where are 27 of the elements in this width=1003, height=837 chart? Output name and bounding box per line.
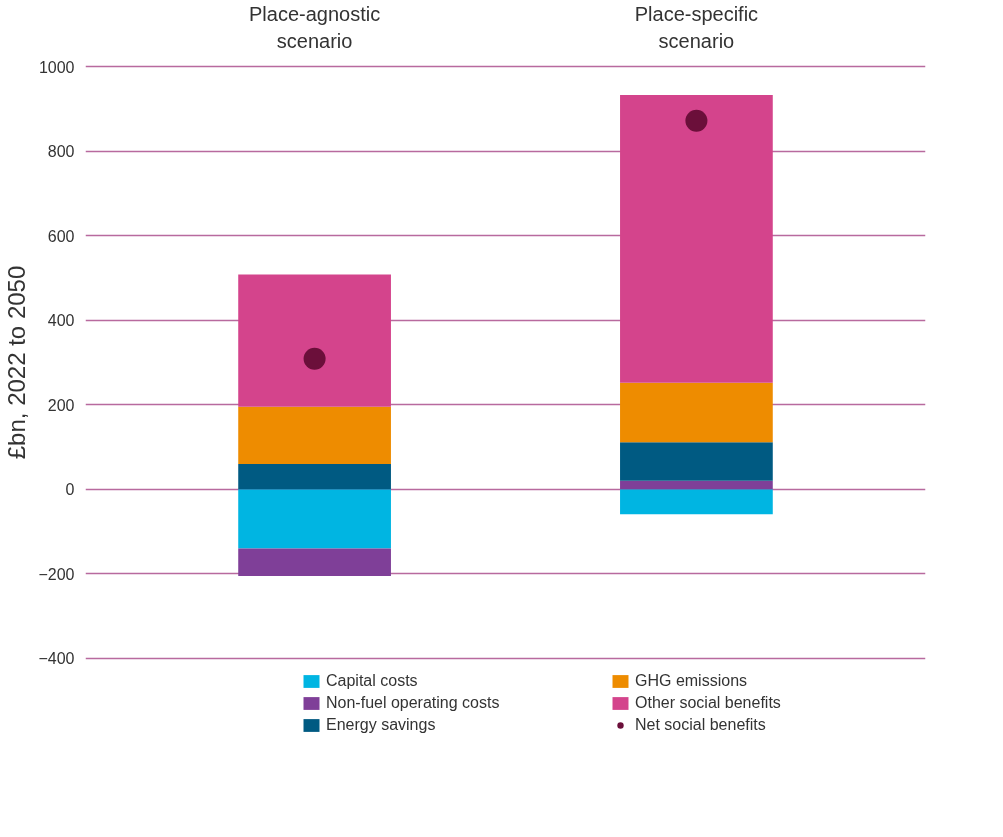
bar — [620, 95, 773, 383]
bar — [238, 463, 391, 490]
y-tick-label: 200 — [47, 396, 75, 414]
y-tick-label: 0 — [65, 481, 75, 499]
y-axis-title: £bn, 2022 to 2050 — [3, 265, 31, 460]
legend-label: Net social benefits — [635, 716, 767, 734]
x-tick-label: Place-agnostic scenario — [249, 3, 381, 52]
bar — [620, 480, 773, 490]
bar — [620, 442, 773, 481]
legend-label: Other social benefits — [635, 694, 782, 712]
y-tick-label: 600 — [47, 227, 75, 245]
bar — [620, 382, 773, 443]
legend-label: Non-fuel operating costs — [326, 694, 501, 712]
y-tick-label: −200 — [38, 565, 75, 583]
bar — [620, 489, 773, 515]
legend-label: Energy savings — [326, 716, 437, 734]
x-tick-label: Place-specific scenario — [634, 3, 759, 52]
bar — [238, 489, 391, 549]
y-tick-label: −400 — [38, 650, 75, 668]
bar — [238, 274, 391, 407]
y-tick-label: 1000 — [38, 58, 75, 76]
bar — [238, 406, 391, 464]
y-tick-label: 800 — [47, 143, 75, 161]
y-tick-label: 400 — [47, 312, 75, 330]
legend-label: GHG emissions — [635, 672, 749, 690]
legend-label: Capital costs — [326, 672, 419, 690]
bar — [238, 548, 391, 576]
